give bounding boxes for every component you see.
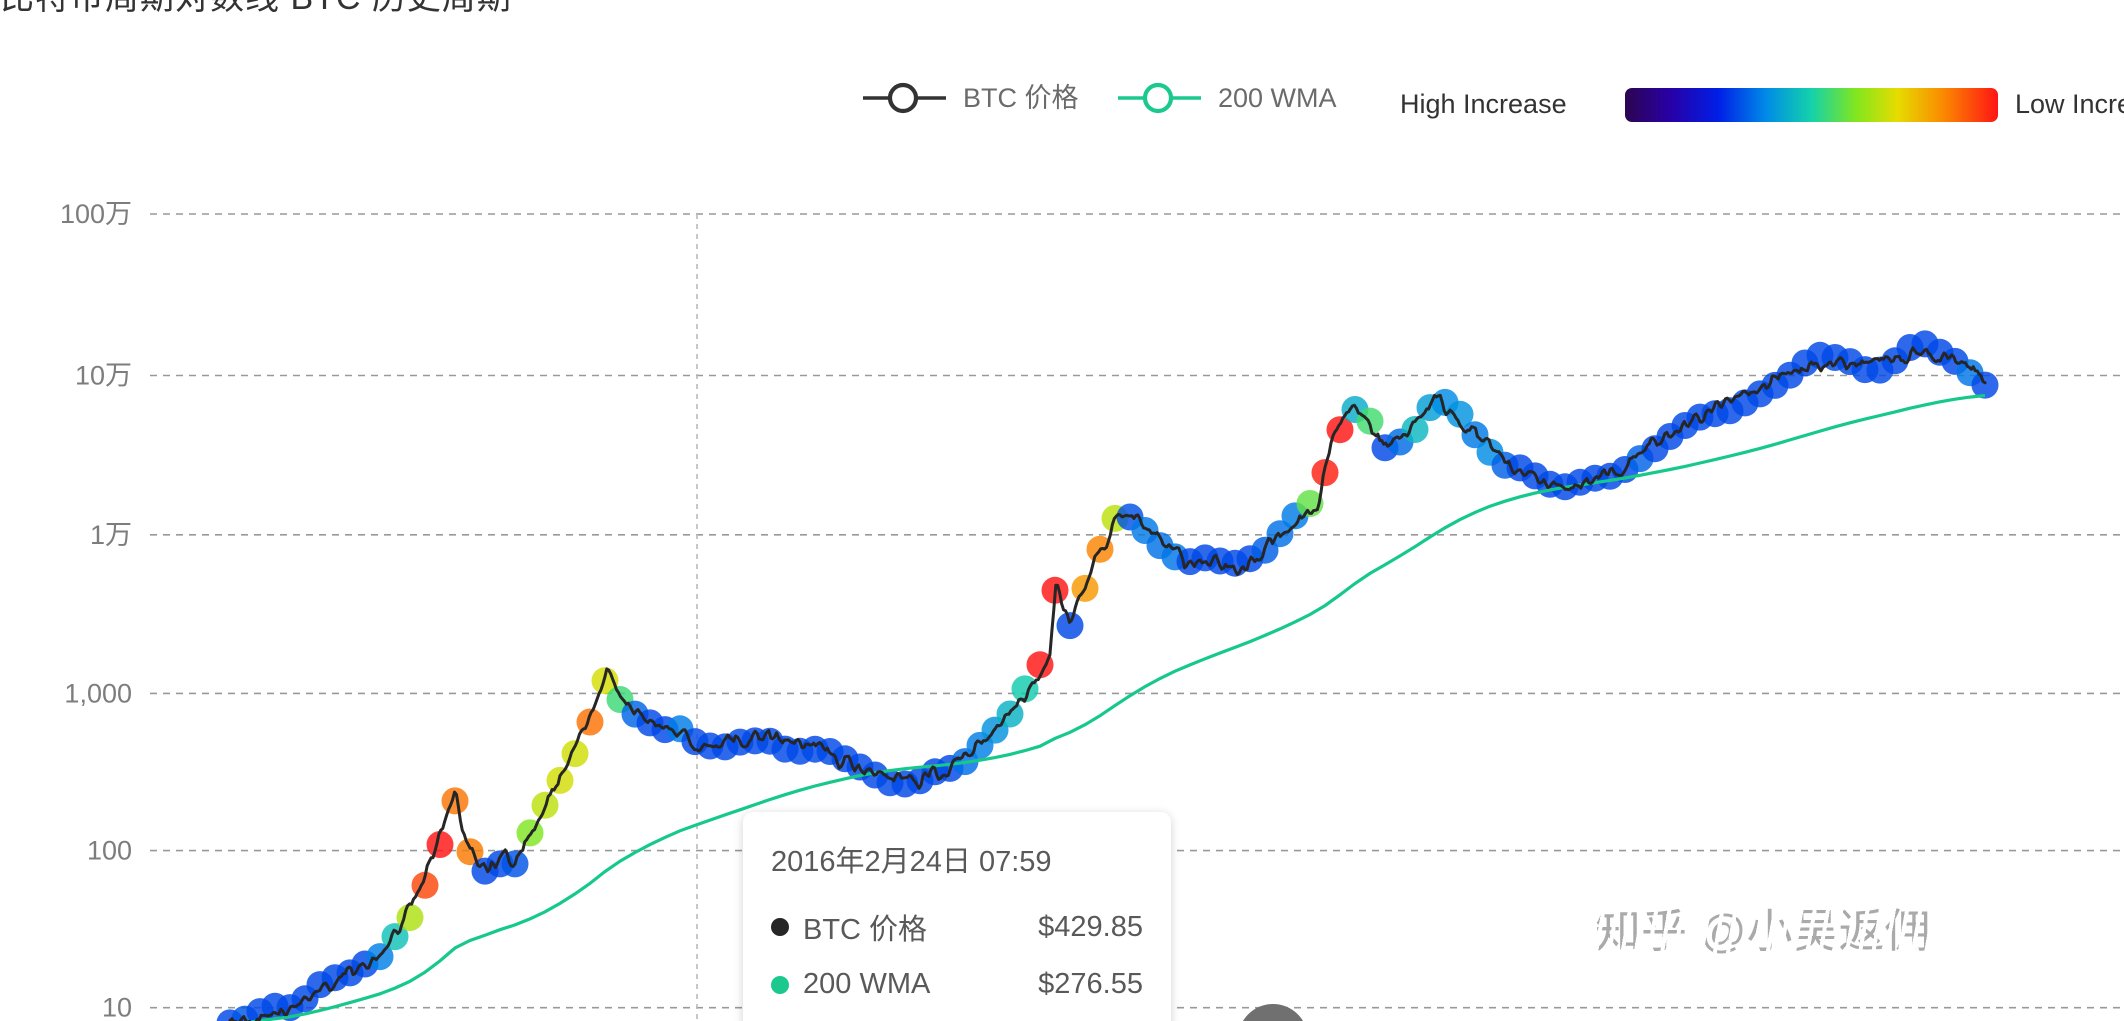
svg-text:1万: 1万 (90, 520, 132, 550)
svg-text:10: 10 (102, 993, 132, 1021)
svg-text:100万: 100万 (60, 199, 132, 229)
svg-text:100: 100 (87, 836, 132, 866)
svg-text:1,000: 1,000 (64, 678, 132, 708)
svg-text:10万: 10万 (75, 361, 132, 391)
